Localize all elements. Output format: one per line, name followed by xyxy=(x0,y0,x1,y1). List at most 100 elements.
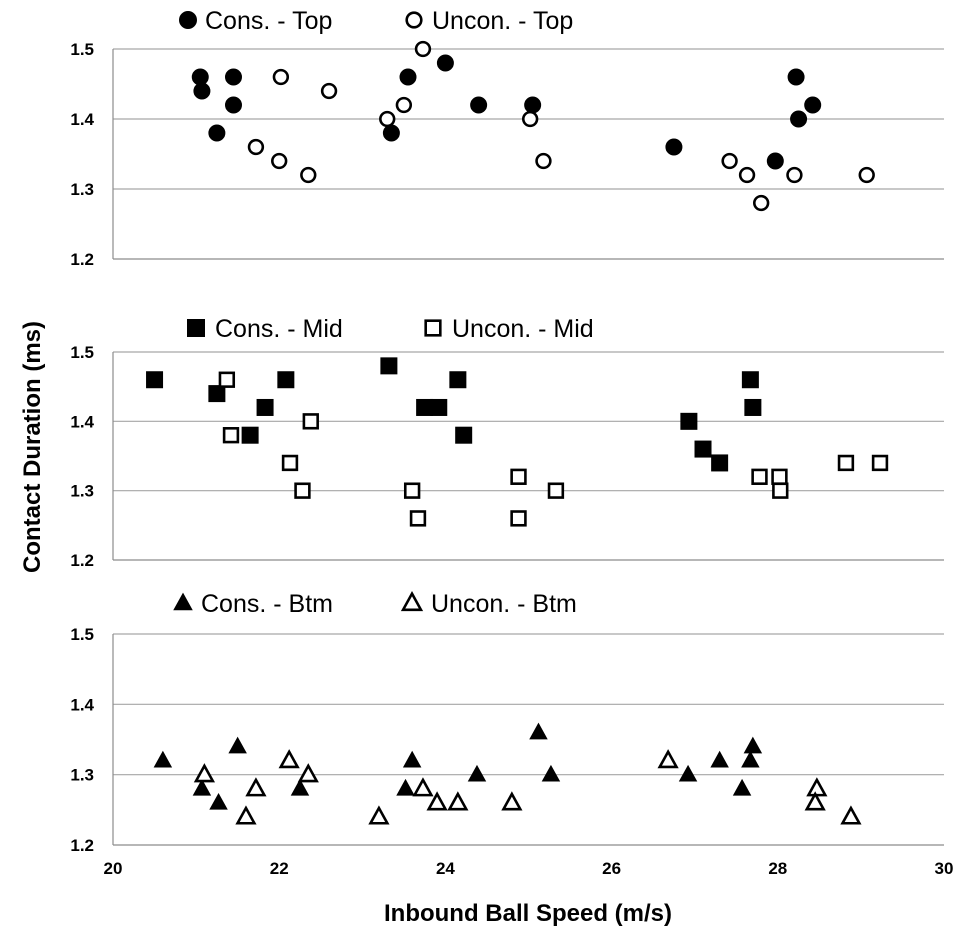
legend-marker xyxy=(400,590,424,612)
legend-label: Cons. - Top xyxy=(205,7,332,35)
data-point xyxy=(744,398,762,416)
x-tick-label: 20 xyxy=(104,859,123,878)
data-point xyxy=(678,764,698,782)
data-point xyxy=(208,385,226,403)
data-point xyxy=(247,138,265,156)
legend-label: Cons. - Btm xyxy=(201,590,333,618)
data-point xyxy=(208,124,226,142)
data-point xyxy=(751,468,768,485)
data-point xyxy=(455,426,473,444)
y-tick-label: 1.2 xyxy=(70,836,94,855)
data-point xyxy=(787,68,805,86)
legend-label: Uncon. - Btm xyxy=(431,590,577,618)
legend-marker xyxy=(187,319,205,337)
data-point xyxy=(192,778,212,796)
data-point xyxy=(521,110,539,128)
y-tick-label: 1.2 xyxy=(70,551,94,570)
y-tick-label: 1.3 xyxy=(70,180,94,199)
data-point xyxy=(501,791,523,811)
data-point xyxy=(470,96,488,114)
x-tick-label: 24 xyxy=(436,859,455,878)
data-point xyxy=(790,110,808,128)
data-point xyxy=(426,791,448,811)
y-tick-label: 1.3 xyxy=(70,766,94,785)
legend-label: Uncon. - Top xyxy=(432,7,573,35)
data-point xyxy=(294,482,311,499)
y-tick-label: 1.5 xyxy=(70,40,94,59)
data-point xyxy=(193,763,216,783)
data-point xyxy=(222,427,240,444)
data-point xyxy=(193,82,211,100)
x-tick-label: 22 xyxy=(270,859,289,878)
data-point xyxy=(871,454,889,472)
data-point xyxy=(380,357,398,375)
series-cons-btm xyxy=(153,722,763,810)
data-point xyxy=(741,750,760,768)
x-tick-label: 28 xyxy=(768,859,787,878)
data-point xyxy=(840,805,862,825)
data-point xyxy=(804,96,822,114)
x-tick-label: 26 xyxy=(602,859,621,878)
data-point xyxy=(657,749,679,769)
data-point xyxy=(510,468,527,485)
series-cons-top xyxy=(191,54,822,170)
data-point xyxy=(711,454,729,472)
data-point xyxy=(510,510,527,527)
legend-mid: Cons. - Mid Uncon. - Mid xyxy=(187,315,594,343)
data-point xyxy=(414,40,432,58)
x-axis-title: Inbound Ball Speed (m/s) xyxy=(384,900,672,927)
data-point xyxy=(412,777,434,797)
data-point xyxy=(368,805,390,825)
series-uncon-btm xyxy=(193,749,862,825)
data-point xyxy=(766,152,784,170)
legend-label: Uncon. - Mid xyxy=(452,315,594,343)
data-point xyxy=(771,468,788,485)
data-point xyxy=(786,166,803,184)
legend-marker xyxy=(179,11,197,29)
data-point xyxy=(738,166,756,184)
data-point xyxy=(449,371,467,389)
data-point xyxy=(224,96,242,114)
data-point xyxy=(772,482,789,499)
data-point xyxy=(680,412,698,430)
data-point xyxy=(235,805,257,825)
data-point xyxy=(858,166,875,184)
data-point xyxy=(224,68,242,86)
data-point xyxy=(467,764,487,782)
data-point xyxy=(379,110,396,128)
data-point xyxy=(395,96,413,114)
data-point xyxy=(241,426,259,444)
data-point xyxy=(710,750,729,768)
data-point xyxy=(804,791,826,811)
legend-btm: Cons. - Btm Uncon. - Btm xyxy=(173,590,577,618)
data-point xyxy=(278,749,300,769)
legend-label: Cons. - Mid xyxy=(215,315,343,343)
data-point xyxy=(721,152,738,170)
y-tick-label: 1.5 xyxy=(70,343,94,362)
legend-top: Cons. - Top Uncon. - Top xyxy=(179,7,573,35)
data-point xyxy=(146,371,164,389)
y-tick-label: 1.5 xyxy=(70,625,94,644)
data-point xyxy=(300,166,317,184)
data-point xyxy=(382,124,400,142)
data-point xyxy=(402,750,422,768)
data-point xyxy=(409,510,427,527)
data-point xyxy=(290,778,310,796)
panel-mid: 1.2 1.3 1.4 1.5 Cons. - Mid Uncon. - Mid xyxy=(70,315,944,570)
panel-btm: 1.2 1.3 1.4 1.5 Cons. - Btm Uncon. - Btm xyxy=(70,590,944,855)
data-point xyxy=(228,736,247,754)
data-point xyxy=(277,371,295,389)
data-point xyxy=(271,152,288,170)
data-point xyxy=(396,778,415,796)
legend-marker xyxy=(405,11,423,29)
y-tick-label: 1.4 xyxy=(70,110,94,129)
data-point xyxy=(524,96,542,114)
x-tick-label: 30 xyxy=(935,859,954,878)
data-point xyxy=(320,82,338,100)
data-point xyxy=(209,792,228,810)
y-tick-label: 1.4 xyxy=(70,695,94,714)
data-point xyxy=(218,371,236,388)
data-point xyxy=(245,777,267,797)
legend-marker xyxy=(173,592,193,611)
